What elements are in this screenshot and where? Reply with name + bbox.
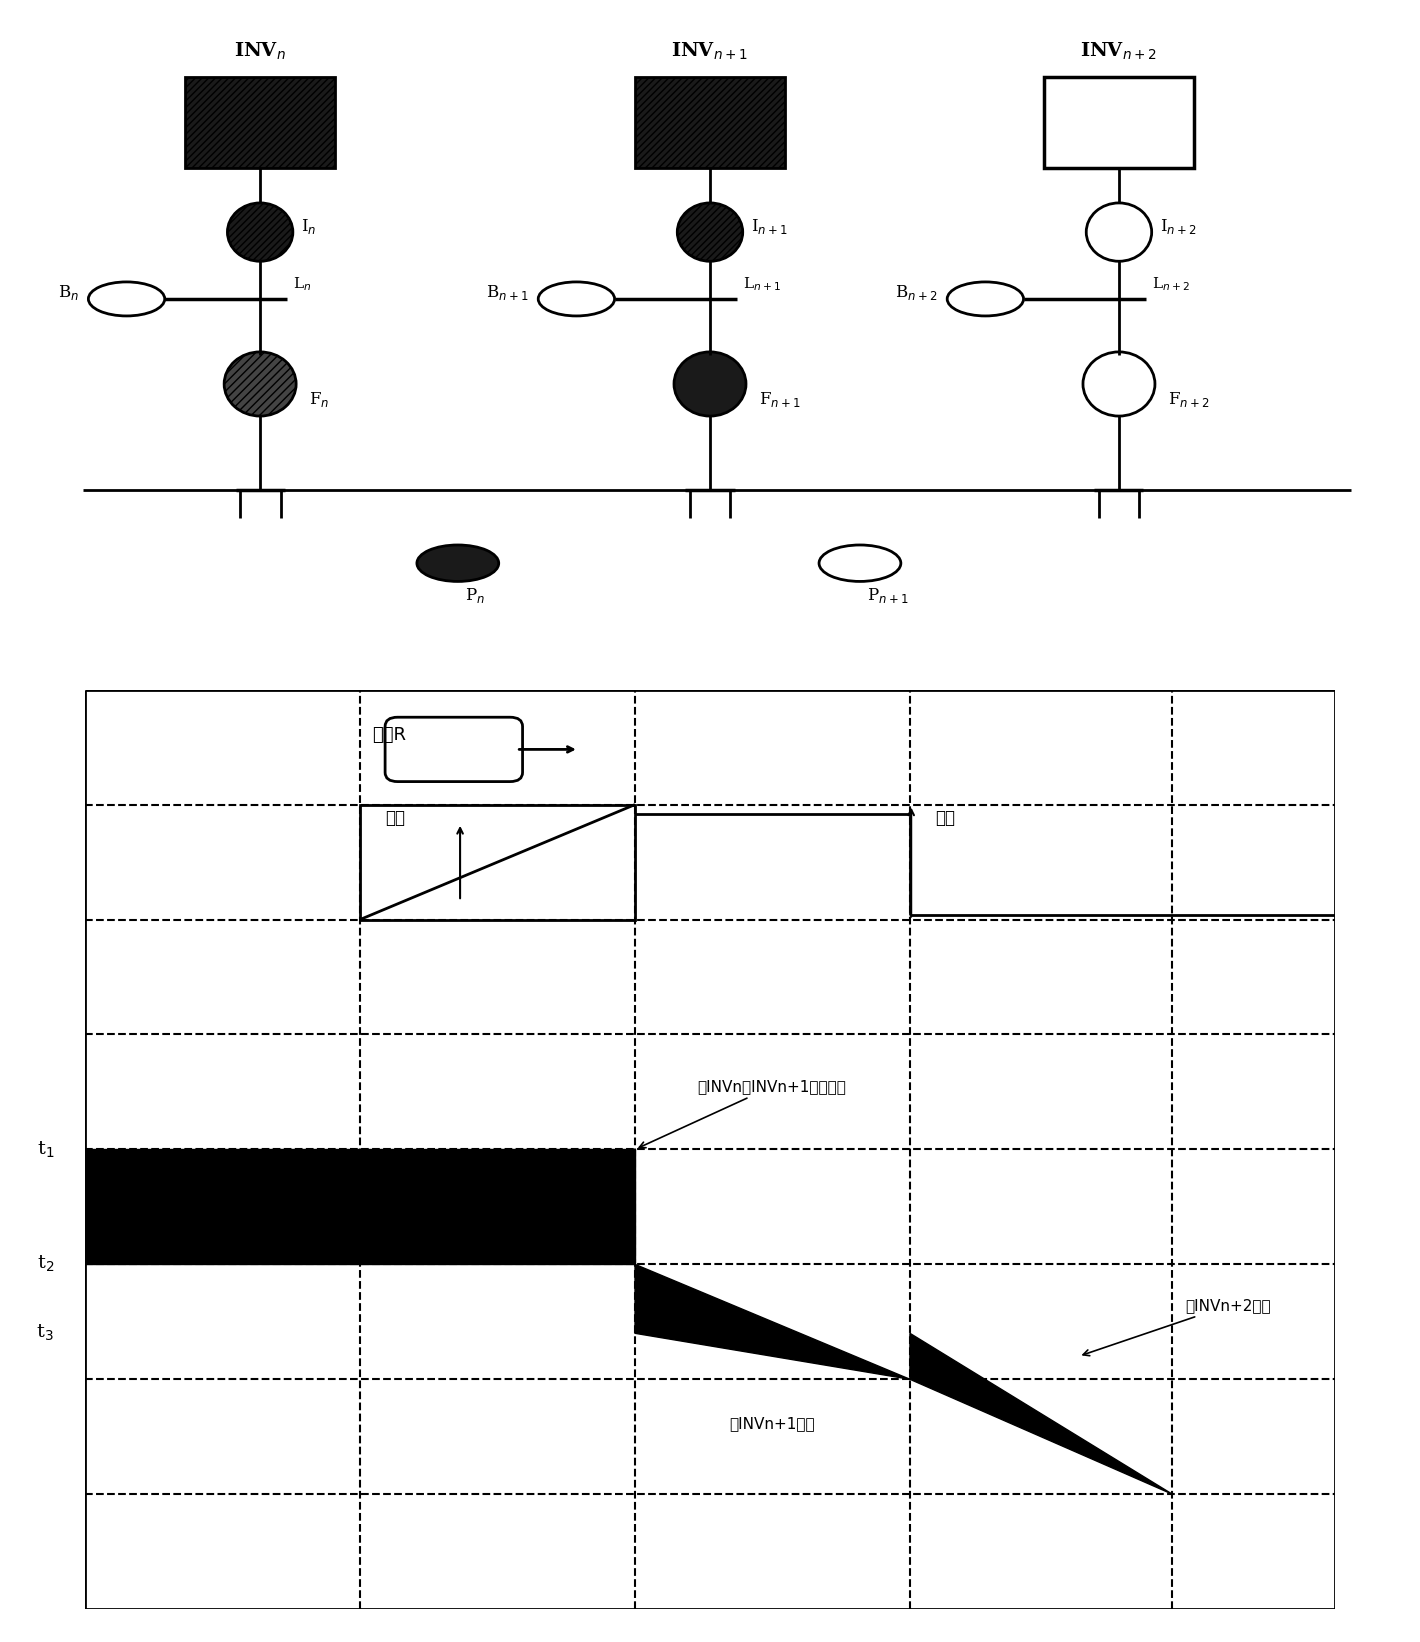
Text: t$_2$: t$_2$ <box>37 1254 54 1274</box>
Ellipse shape <box>1083 351 1154 415</box>
Text: I$_{n+2}$: I$_{n+2}$ <box>1160 217 1197 235</box>
Ellipse shape <box>674 351 746 415</box>
Bar <box>185 77 335 167</box>
Text: INV$_n$: INV$_n$ <box>234 41 287 62</box>
Text: B$_{n+1}$: B$_{n+1}$ <box>486 284 528 302</box>
Bar <box>185 77 335 167</box>
Text: I$_{n+1}$: I$_{n+1}$ <box>751 217 788 235</box>
Text: 速度: 速度 <box>934 810 954 828</box>
Polygon shape <box>910 1333 1173 1494</box>
Circle shape <box>88 282 165 315</box>
Ellipse shape <box>224 351 297 415</box>
Text: t$_3$: t$_3$ <box>37 1323 54 1343</box>
Bar <box>635 77 785 167</box>
Text: 用INVn+2馈电: 用INVn+2馈电 <box>1083 1299 1271 1356</box>
Text: F$_{n+2}$: F$_{n+2}$ <box>1169 391 1210 409</box>
Text: B$_n$: B$_n$ <box>58 284 80 302</box>
Ellipse shape <box>227 204 293 261</box>
Ellipse shape <box>677 204 743 261</box>
Text: P$_{n+1}$: P$_{n+1}$ <box>866 586 909 606</box>
Text: t$_1$: t$_1$ <box>37 1140 54 1159</box>
Bar <box>85 1149 635 1264</box>
Text: P$_n$: P$_n$ <box>464 586 484 606</box>
Circle shape <box>947 282 1024 315</box>
Circle shape <box>417 545 498 581</box>
Text: F$_{n+1}$: F$_{n+1}$ <box>760 391 801 409</box>
Circle shape <box>819 545 900 581</box>
Polygon shape <box>635 1264 910 1379</box>
Circle shape <box>538 282 615 315</box>
Text: 用INVn+1馈电: 用INVn+1馈电 <box>730 1415 815 1432</box>
Ellipse shape <box>1086 204 1152 261</box>
Text: I$_n$: I$_n$ <box>301 217 317 235</box>
Text: INV$_{n+2}$: INV$_{n+2}$ <box>1081 41 1157 62</box>
Text: 用INVn和INVn+1并联馈电: 用INVn和INVn+1并联馈电 <box>639 1079 846 1148</box>
Text: F$_n$: F$_n$ <box>310 391 329 409</box>
Text: INV$_{n+1}$: INV$_{n+1}$ <box>672 41 748 62</box>
Text: L$_{n+2}$: L$_{n+2}$ <box>1152 276 1190 292</box>
Text: 电流: 电流 <box>385 810 405 828</box>
Bar <box>635 77 785 167</box>
Text: B$_{n+2}$: B$_{n+2}$ <box>896 284 937 302</box>
Bar <box>1044 77 1194 167</box>
FancyBboxPatch shape <box>385 718 523 782</box>
Text: L$_n$: L$_n$ <box>293 276 311 292</box>
Text: 车辆R: 车辆R <box>372 726 406 744</box>
Text: L$_{n+1}$: L$_{n+1}$ <box>743 276 781 292</box>
